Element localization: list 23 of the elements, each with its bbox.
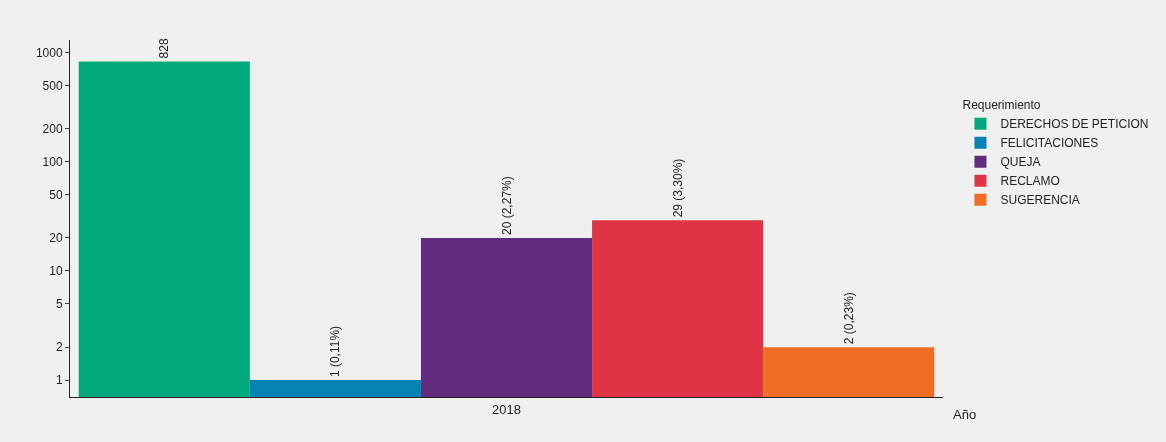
legend-label: RECLAMO: [1000, 174, 1060, 189]
data-label: 1 (0,11%): [328, 325, 343, 378]
data-label: 2 (0,23%): [841, 292, 856, 345]
data-label: 29 (3,30%): [670, 158, 685, 218]
y-tick-label: 5: [55, 296, 63, 311]
x-axis-title: Año: [953, 407, 977, 422]
legend-title: Requerimiento: [962, 98, 1041, 113]
y-tick-label: 50: [49, 187, 63, 202]
legend-label: FELICITACIONES: [1000, 136, 1099, 151]
legend-label: QUEJA: [1000, 155, 1041, 170]
y-tick-label: 100: [42, 154, 63, 169]
data-label: 20 (2,27%): [499, 176, 514, 235]
y-tick-label: 2: [55, 340, 63, 355]
y-tick-label: 500: [42, 78, 63, 93]
y-tick-label: 1000: [35, 45, 63, 60]
legend-label: DERECHOS DE PETICION: [1000, 117, 1149, 132]
y-tick-label: 20: [49, 231, 63, 246]
y-tick-label: 200: [42, 121, 63, 136]
y-tick-label: 10: [49, 264, 63, 279]
legend-label: SUGERENCIA: [1000, 193, 1080, 208]
data-label: 828: [157, 38, 172, 59]
x-tick-label: 2018: [492, 401, 521, 417]
y-tick-label: 1: [55, 373, 63, 388]
